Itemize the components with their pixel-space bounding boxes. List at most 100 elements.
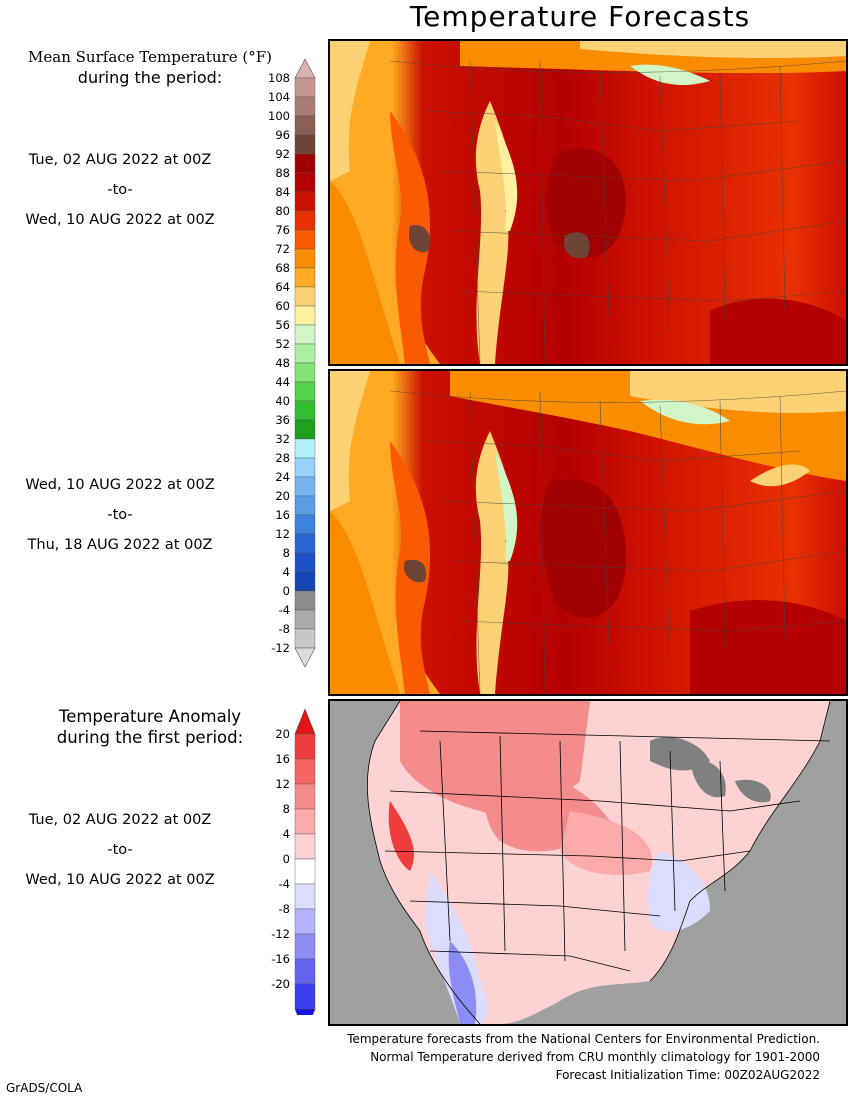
colorbar-tick-label: 100 <box>268 109 290 123</box>
colorbar-swatch <box>294 134 316 155</box>
colorbar-tick-label: 20 <box>275 489 290 503</box>
colorbar-tick-label: 48 <box>275 356 290 370</box>
colorbar-swatch <box>294 419 316 440</box>
colorbar-swatch <box>294 609 316 630</box>
colorbar-swatch <box>294 590 316 611</box>
anomaly-map-graphic <box>330 701 846 1024</box>
colorbar-swatch <box>294 400 316 421</box>
colorbar-tick-label: 36 <box>275 413 290 427</box>
colorbar-swatch <box>294 808 316 835</box>
mean-temp-header: Mean Surface Temperature (°F) <box>20 48 280 66</box>
colorbar-tick-label: 104 <box>268 90 290 104</box>
colorbar-tick-label: 84 <box>275 185 290 199</box>
colorbar-tick-label: -4 <box>279 877 290 891</box>
colorbar-swatch <box>294 229 316 250</box>
forecast-map-period2 <box>328 369 848 696</box>
colorbar-tick-label: -8 <box>279 902 290 916</box>
colorbar-swatch <box>294 733 316 760</box>
colorbar-swatch <box>294 958 316 985</box>
colorbar-swatch <box>294 908 316 935</box>
colorbar-tick-label: 80 <box>275 204 290 218</box>
colorbar-top-arrow <box>294 708 316 735</box>
colorbar-top-arrow <box>294 58 316 79</box>
colorbar-tick-label: -12 <box>271 927 290 941</box>
colorbar-tick-label: 24 <box>275 470 290 484</box>
colorbar-tick-label: 44 <box>275 375 290 389</box>
period1-separator: -to- <box>107 182 133 198</box>
colorbar-tick-label: 88 <box>275 166 290 180</box>
period2-start: Wed, 10 AUG 2022 at 00Z <box>25 477 215 493</box>
colorbar-tick-label: 4 <box>283 827 290 841</box>
colorbar-tick-label: 4 <box>283 565 290 579</box>
period3-end: Wed, 10 AUG 2022 at 00Z <box>25 872 215 888</box>
colorbar-swatch <box>294 210 316 231</box>
period1-start: Tue, 02 AUG 2022 at 00Z <box>28 152 212 168</box>
colorbar-swatch <box>294 552 316 573</box>
colorbar-swatch <box>294 858 316 885</box>
colorbar-swatch <box>294 783 316 810</box>
colorbar-tick-label: 56 <box>275 318 290 332</box>
colorbar-tick-label: 16 <box>275 508 290 522</box>
colorbar-swatch <box>294 172 316 193</box>
colorbar-tick-label: -4 <box>279 603 290 617</box>
colorbar-swatch <box>294 758 316 785</box>
forecast-map-period1 <box>328 39 848 366</box>
colorbar-swatch <box>294 343 316 364</box>
footer-line3: Forecast Initialization Time: 00Z02AUG20… <box>555 1068 820 1082</box>
period2-separator: -to- <box>107 507 133 523</box>
colorbar-swatch <box>294 983 316 1010</box>
colorbar-tick-label: 16 <box>275 752 290 766</box>
anomaly-colorbar: 20 16 12 8 4 0 -4 -8 -12 -16 -20 <box>271 708 316 1015</box>
colorbar-swatch <box>294 571 316 592</box>
colorbar-swatch <box>294 153 316 174</box>
colorbar-swatch <box>294 883 316 910</box>
colorbar-swatch <box>294 833 316 860</box>
colorbar-tick-label: 96 <box>275 128 290 142</box>
colorbar-swatch <box>294 933 316 960</box>
colorbar-swatch <box>294 495 316 516</box>
anomaly-header-line1: Temperature Anomaly <box>58 707 242 726</box>
footer-line1: Temperature forecasts from the National … <box>347 1032 820 1046</box>
period3-separator: -to- <box>107 842 133 858</box>
colorbar-swatch <box>294 77 316 98</box>
colorbar-tick-label: 0 <box>283 584 290 598</box>
colorbar-swatch <box>294 324 316 345</box>
colorbar-tick-label: 20 <box>275 727 290 741</box>
colorbar-tick-label: 64 <box>275 280 290 294</box>
colorbar-tick-label: 72 <box>275 242 290 256</box>
temperature-colorbar: 1081041009692888480767268646056524844403… <box>268 58 316 668</box>
colorbar-tick-label: 40 <box>275 394 290 408</box>
map-period2-graphic <box>330 371 846 694</box>
colorbar-swatch <box>294 248 316 269</box>
colorbar-swatch <box>294 514 316 535</box>
colorbar-swatch <box>294 381 316 402</box>
colorbar-tick-label: 12 <box>275 527 290 541</box>
colorbar-swatch <box>294 438 316 459</box>
colorbar-tick-label: -20 <box>271 977 290 991</box>
colorbar-tick-label: 60 <box>275 299 290 313</box>
colorbar-swatch <box>294 96 316 117</box>
colorbar-tick-label: -16 <box>271 952 290 966</box>
period3-start: Tue, 02 AUG 2022 at 00Z <box>28 812 212 828</box>
map-period1-graphic <box>330 41 846 364</box>
colorbar-swatch <box>294 457 316 478</box>
colorbar-swatch <box>294 267 316 288</box>
colorbar-bottom-arrow <box>294 1008 316 1015</box>
anomaly-header-line2: during the first period: <box>56 728 244 747</box>
colorbar-tick-label: 0 <box>283 852 290 866</box>
colorbar-tick-label: 12 <box>275 777 290 791</box>
colorbar-swatch <box>294 191 316 212</box>
colorbar-tick-label: 28 <box>275 451 290 465</box>
colorbar-tick-label: 92 <box>275 147 290 161</box>
colorbar-swatch <box>294 628 316 649</box>
period2-end: Thu, 18 AUG 2022 at 00Z <box>27 537 213 553</box>
colorbar-tick-label: 52 <box>275 337 290 351</box>
page-title: Temperature Forecasts <box>409 0 751 33</box>
colorbar-swatch <box>294 286 316 307</box>
colorbar-tick-label: 32 <box>275 432 290 446</box>
anomaly-map-period1 <box>328 699 848 1026</box>
mean-temp-header-line1: Mean Surface Temperature (°F) <box>28 48 272 66</box>
credit-label: GrADS/COLA <box>6 1081 83 1095</box>
colorbar-tick-label: 68 <box>275 261 290 275</box>
mean-temp-header-line2: during the period: <box>77 68 223 87</box>
